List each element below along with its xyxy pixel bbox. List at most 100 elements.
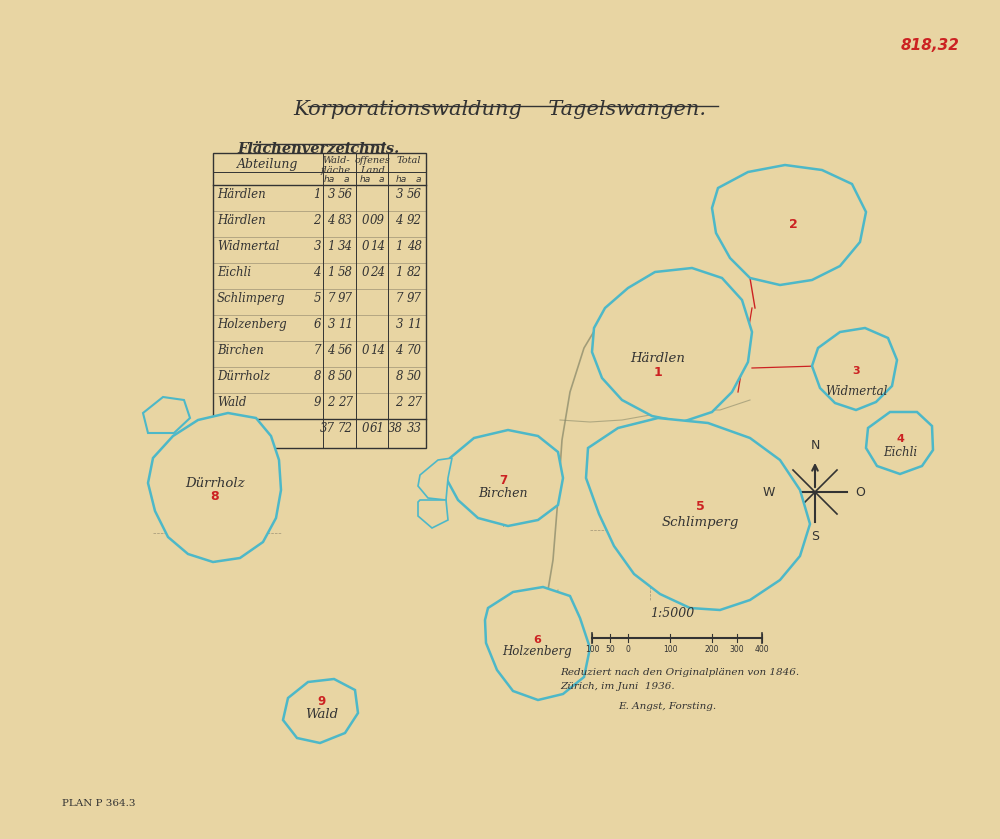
- Text: 818,32: 818,32: [901, 38, 960, 53]
- Text: 50: 50: [605, 645, 615, 654]
- Text: 83: 83: [338, 214, 353, 227]
- Text: W: W: [763, 486, 775, 498]
- Text: 14: 14: [370, 344, 385, 357]
- Text: a: a: [415, 175, 421, 184]
- Text: 5: 5: [696, 500, 704, 513]
- Text: a: a: [378, 175, 384, 184]
- Text: 3: 3: [328, 318, 335, 331]
- Text: E. Angst, Forsting.: E. Angst, Forsting.: [618, 702, 716, 711]
- Text: 11: 11: [338, 318, 353, 331]
- Text: 200: 200: [705, 645, 719, 654]
- Text: 0: 0: [362, 266, 369, 279]
- Text: Härdlen: Härdlen: [631, 352, 685, 365]
- Text: ha: ha: [395, 175, 407, 184]
- Text: 100: 100: [585, 645, 599, 654]
- Text: ha: ha: [323, 175, 335, 184]
- Polygon shape: [712, 165, 866, 285]
- Text: 0: 0: [362, 344, 369, 357]
- Text: Schlimperg: Schlimperg: [661, 516, 739, 529]
- Text: 72: 72: [338, 422, 353, 435]
- Text: Eichli: Eichli: [883, 446, 917, 459]
- Text: Flächenverzeichnis.: Flächenverzeichnis.: [237, 142, 399, 156]
- Text: 4: 4: [328, 344, 335, 357]
- Text: S: S: [811, 530, 819, 543]
- Text: 97: 97: [338, 292, 353, 305]
- Polygon shape: [592, 268, 752, 422]
- Text: 58: 58: [338, 266, 353, 279]
- Text: 48: 48: [407, 240, 422, 253]
- Text: 8: 8: [396, 370, 403, 383]
- Text: 3: 3: [852, 366, 860, 376]
- Text: 4: 4: [896, 434, 904, 444]
- Text: 0: 0: [362, 240, 369, 253]
- Text: 11: 11: [407, 318, 422, 331]
- Text: 1: 1: [314, 188, 321, 201]
- Text: Dürrholz: Dürrholz: [185, 477, 245, 490]
- Text: offenes
Land: offenes Land: [355, 156, 391, 175]
- Text: 1: 1: [654, 366, 662, 379]
- Text: 4: 4: [314, 266, 321, 279]
- Text: 27: 27: [338, 396, 353, 409]
- Text: Widmertal: Widmertal: [217, 240, 279, 253]
- Text: Holzenberg: Holzenberg: [502, 645, 572, 658]
- Text: 1:5000: 1:5000: [650, 607, 694, 620]
- Text: 3: 3: [328, 188, 335, 201]
- Text: 27: 27: [407, 396, 422, 409]
- Text: Schlimperg: Schlimperg: [217, 292, 286, 305]
- Text: Dürrholz: Dürrholz: [217, 370, 270, 383]
- Text: Total: Total: [217, 422, 250, 435]
- Text: Zürich, im Juni  1936.: Zürich, im Juni 1936.: [560, 682, 675, 691]
- Text: N: N: [810, 439, 820, 452]
- Text: 38: 38: [388, 422, 403, 435]
- Text: 4: 4: [328, 214, 335, 227]
- Polygon shape: [148, 413, 281, 562]
- Text: 4: 4: [396, 344, 403, 357]
- Polygon shape: [446, 430, 563, 526]
- Text: Korporationswaldung    Tagelswangen.: Korporationswaldung Tagelswangen.: [294, 100, 706, 119]
- Text: Eichli: Eichli: [217, 266, 251, 279]
- Polygon shape: [143, 397, 190, 433]
- Text: 2: 2: [328, 396, 335, 409]
- Text: 0: 0: [362, 422, 369, 435]
- Text: 5: 5: [314, 292, 321, 305]
- Text: 0: 0: [362, 214, 369, 227]
- Polygon shape: [283, 679, 358, 743]
- Text: 37: 37: [320, 422, 335, 435]
- Text: O: O: [855, 486, 865, 498]
- Text: 70: 70: [407, 344, 422, 357]
- Text: 1: 1: [328, 240, 335, 253]
- Text: 6: 6: [314, 318, 321, 331]
- Text: 50: 50: [407, 370, 422, 383]
- Text: PLAN P 364.3: PLAN P 364.3: [62, 799, 136, 808]
- Text: 0: 0: [626, 645, 630, 654]
- Text: Abteilung: Abteilung: [237, 158, 299, 171]
- Text: ha: ha: [359, 175, 371, 184]
- Text: 34: 34: [338, 240, 353, 253]
- Polygon shape: [866, 412, 933, 474]
- Text: 100: 100: [663, 645, 677, 654]
- Text: 1: 1: [328, 266, 335, 279]
- Text: 33: 33: [407, 422, 422, 435]
- Text: 6: 6: [533, 635, 541, 645]
- Text: 3: 3: [396, 188, 403, 201]
- Text: 8: 8: [328, 370, 335, 383]
- Text: 09: 09: [370, 214, 385, 227]
- Polygon shape: [812, 328, 897, 410]
- Text: 97: 97: [407, 292, 422, 305]
- Text: 56: 56: [407, 188, 422, 201]
- Text: 14: 14: [370, 240, 385, 253]
- Text: 56: 56: [338, 188, 353, 201]
- Text: 1: 1: [396, 266, 403, 279]
- Text: 2: 2: [789, 218, 797, 231]
- Polygon shape: [418, 500, 448, 528]
- Text: 8: 8: [211, 490, 219, 503]
- Polygon shape: [485, 587, 590, 700]
- Text: 61: 61: [370, 422, 385, 435]
- Bar: [213, 153, 426, 448]
- Text: Wald: Wald: [305, 708, 339, 721]
- Text: Birchen: Birchen: [478, 487, 528, 500]
- Text: 2: 2: [396, 396, 403, 409]
- Text: Birchen: Birchen: [217, 344, 264, 357]
- Text: 82: 82: [407, 266, 422, 279]
- Text: 400: 400: [755, 645, 769, 654]
